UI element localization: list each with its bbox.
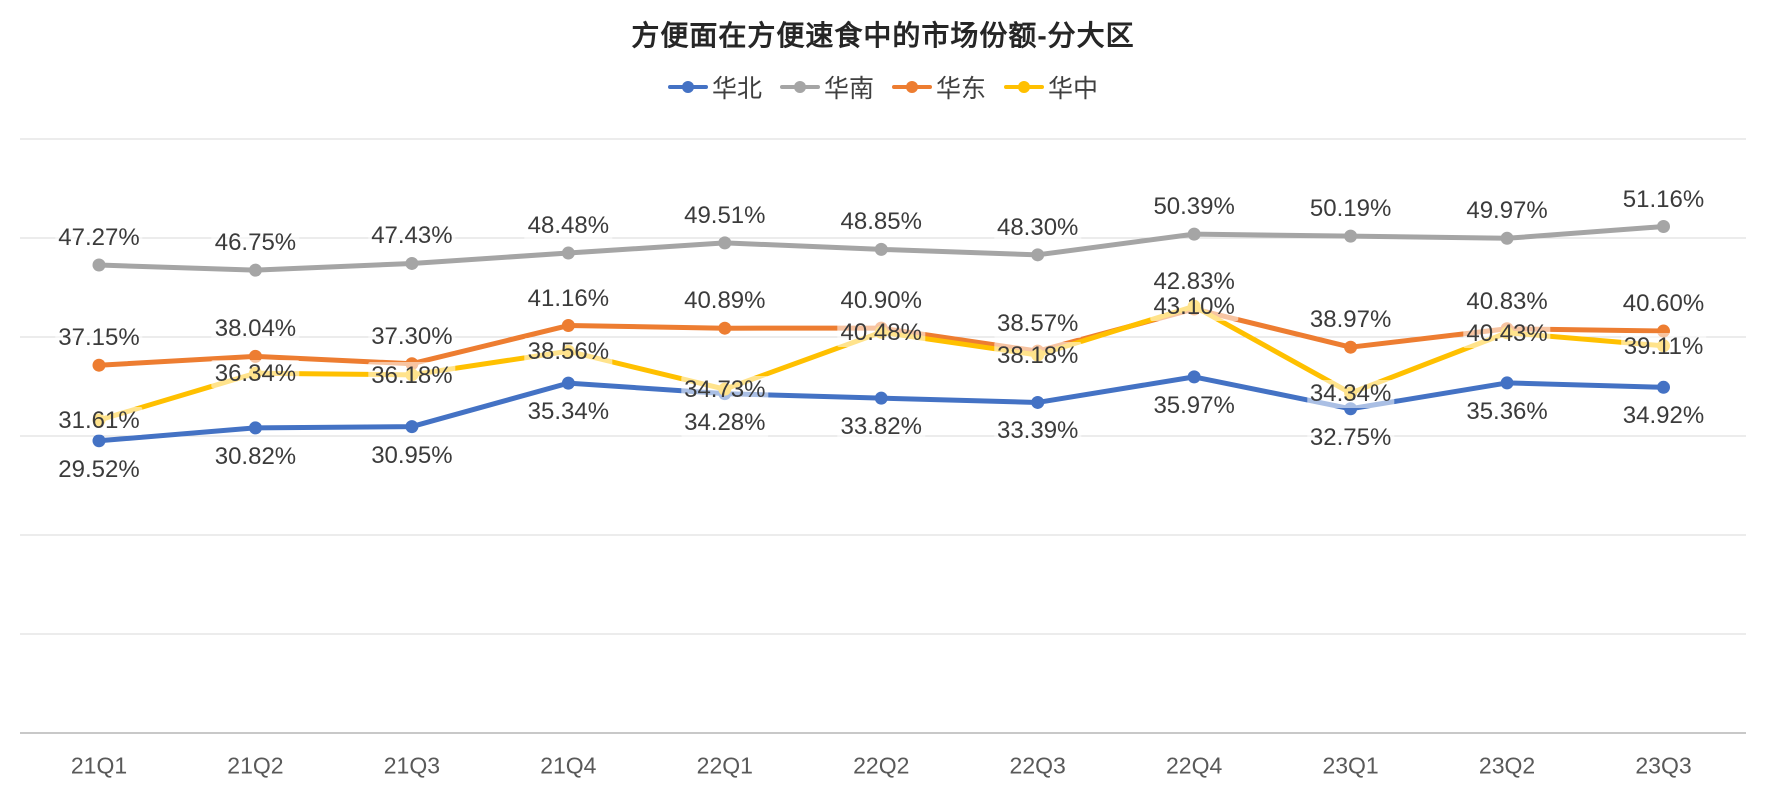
legend-item: 华南 [779,69,874,105]
data-point [561,246,575,260]
data-label: 39.11% [1620,332,1707,361]
legend-label: 华北 [711,75,762,103]
data-label: 35.34% [524,398,613,427]
data-point [1344,229,1358,243]
data-label: 34.92% [1619,402,1708,431]
legend-line-marker-icon [779,80,820,94]
data-point [92,358,106,372]
data-label: 49.51% [681,201,769,230]
data-label: 34.73% [681,376,769,405]
chart-title: 方便面在方便速食中的市场份额-分大区 [631,20,1135,51]
data-point [1187,370,1201,384]
legend-item: 华北 [667,69,762,105]
data-label: 36.34% [211,360,300,389]
data-label: 47.43% [368,222,456,251]
x-axis-label: 22Q2 [853,752,910,779]
data-point [718,321,732,335]
data-label: 37.15% [55,324,143,353]
data-label: 32.75% [1306,423,1395,452]
data-label: 40.48% [837,319,925,348]
data-label: 35.36% [1463,397,1551,426]
data-point [405,256,419,270]
data-label: 46.75% [211,229,300,258]
data-point [248,349,262,363]
data-label: 29.52% [55,455,143,484]
data-label: 36.18% [368,361,456,390]
data-label: 30.82% [211,442,300,471]
data-label: 48.48% [524,212,613,241]
x-axis-label: 21Q1 [70,752,128,779]
data-label: 38.18% [993,342,1082,371]
data-point [92,434,106,448]
data-label: 38.04% [211,315,300,344]
data-label: 37.30% [368,322,456,351]
legend-label: 华中 [1048,75,1099,103]
x-axis-label: 21Q3 [383,752,441,779]
data-point [248,421,262,435]
data-label: 40.89% [681,287,769,316]
data-point [1031,395,1045,409]
data-label: 47.27% [55,224,143,253]
data-label: 33.82% [837,413,925,442]
x-axis-label: 22Q4 [1166,752,1223,779]
data-point [561,319,575,333]
x-axis-label: 23Q1 [1322,752,1379,779]
data-label: 34.34% [1306,380,1395,409]
data-label: 40.43% [1463,319,1551,348]
legend-item: 华中 [1004,69,1098,105]
data-label: 30.95% [368,441,456,470]
data-label: 41.16% [524,284,613,313]
data-point [1187,227,1201,241]
data-point [1031,248,1045,262]
data-point [874,242,888,256]
data-label: 51.16% [1619,185,1708,214]
data-point [1344,340,1358,354]
data-point [92,258,106,272]
legend-line-marker-icon [892,80,932,94]
x-axis-label: 23Q2 [1478,752,1536,779]
legend-item: 华东 [892,69,986,105]
x-axis-label: 22Q1 [696,752,753,779]
data-label: 50.39% [1150,193,1238,222]
data-label: 50.19% [1306,195,1395,224]
data-label: 40.60% [1619,290,1708,319]
data-label: 31.61% [55,407,143,436]
data-label: 48.85% [837,208,925,237]
data-point [874,391,888,405]
x-axis-label: 21Q2 [227,752,284,779]
data-point [561,376,575,390]
legend-label: 华东 [936,75,987,103]
x-axis-label: 22Q3 [1009,752,1066,779]
data-point [405,420,419,434]
data-label: 38.57% [993,310,1082,339]
data-label: 35.97% [1150,391,1238,420]
data-label: 38.56% [524,338,613,367]
x-axis-label: 23Q3 [1635,752,1692,779]
legend-line-marker-icon [667,80,708,94]
x-axis-label: 21Q4 [540,752,597,779]
chart-legend: 华北 华南 华东 华中 [0,70,1766,104]
data-point [1500,376,1514,390]
data-label: 40.83% [1463,287,1551,316]
data-label: 42.83% [1150,267,1238,296]
data-point [248,263,262,277]
data-label: 34.28% [681,408,769,437]
legend-label: 华南 [823,75,874,103]
data-label: 48.30% [993,213,1082,242]
data-point [1500,231,1514,245]
legend-line-marker-icon [1004,80,1045,94]
data-label: 40.90% [837,287,925,316]
data-label: 38.97% [1306,306,1395,335]
data-label: 49.97% [1463,197,1551,226]
data-label: 33.39% [993,417,1082,446]
data-point [1657,220,1670,234]
data-point [718,236,732,250]
data-label: 43.10% [1150,293,1238,322]
data-point [1657,380,1670,394]
